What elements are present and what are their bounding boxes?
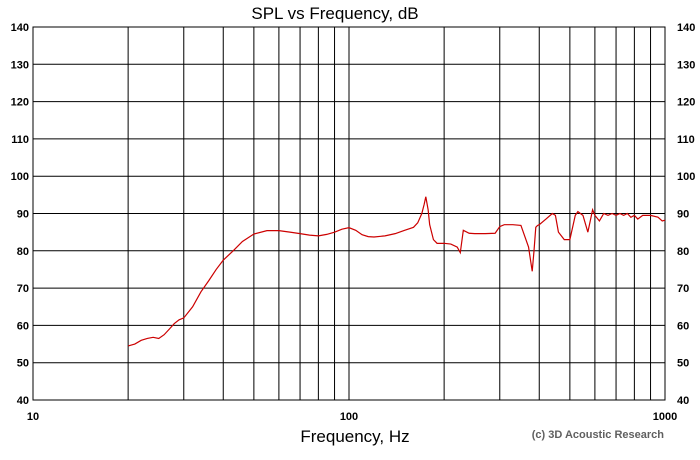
y-tick-label-right: 80 [677, 246, 689, 258]
y-tick-label-right: 40 [677, 395, 689, 407]
x-tick-label: 100 [340, 411, 358, 423]
series-line [127, 196, 666, 347]
y-tick-label-left: 140 [11, 22, 29, 34]
y-tick-label-right: 140 [677, 22, 695, 34]
y-tick-label-left: 90 [17, 209, 29, 221]
y-axis-right: 40 50 60 70 80 90 100 110 120 130 140 [677, 22, 695, 407]
x-tick-label: 10 [27, 411, 39, 423]
y-tick-label-left: 110 [11, 134, 29, 146]
y-tick-label-left: 70 [17, 283, 29, 295]
credit-text: (c) 3D Acoustic Research [532, 429, 665, 441]
y-tick-label-right: 70 [677, 283, 689, 295]
y-tick-label-left: 100 [11, 171, 29, 183]
y-tick-label-right: 120 [677, 97, 695, 109]
plot-frame [32, 26, 666, 401]
y-tick-label-right: 100 [677, 171, 695, 183]
y-tick-label-left: 120 [11, 97, 29, 109]
y-tick-label-right: 90 [677, 209, 689, 221]
y-tick-label-right: 50 [677, 358, 689, 370]
y-tick-label-left: 80 [17, 246, 29, 258]
y-tick-label-left: 130 [11, 59, 29, 71]
x-axis-label: Frequency, Hz [300, 427, 409, 446]
y-tick-label-right: 60 [677, 320, 689, 332]
x-axis: 10 100 1000 [27, 411, 677, 423]
y-tick-label-left: 50 [17, 358, 29, 370]
y-tick-label-right: 110 [677, 134, 695, 146]
y-tick-label-left: 60 [17, 320, 29, 332]
y-tick-label-right: 130 [677, 59, 695, 71]
y-axis-left: 40 50 60 70 80 90 100 110 120 130 140 [11, 22, 29, 407]
y-tick-label-left: 40 [17, 395, 29, 407]
chart-title: SPL vs Frequency, dB [251, 4, 418, 23]
x-tick-label: 1000 [653, 411, 677, 423]
grid-lines [33, 27, 665, 400]
